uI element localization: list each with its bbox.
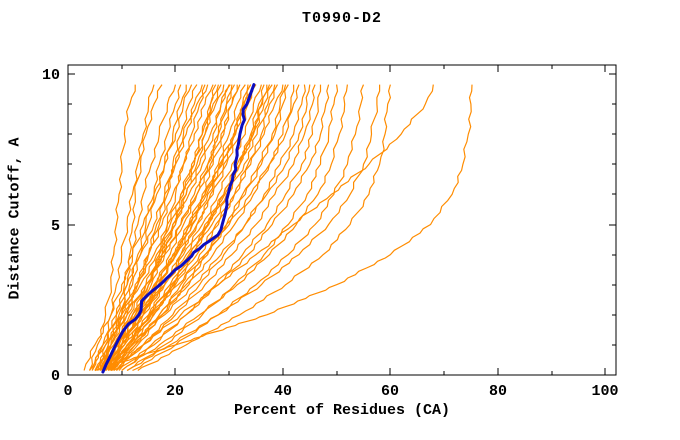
model-curve [137,84,391,371]
model-curve [91,84,155,371]
model-curve [102,84,262,371]
model-curve [126,84,339,372]
model-curve [88,84,136,371]
model-curve [94,84,473,372]
model-curve [116,84,306,371]
model-curve [113,84,316,372]
model-curve [105,84,311,371]
y-tick-label: 0 [51,368,60,385]
model-curve [111,84,276,371]
model-curve [126,84,381,372]
model-curve [99,84,182,371]
x-tick-label: 0 [63,383,72,400]
x-tick-label: 40 [274,383,292,400]
model-curve [121,84,322,371]
model-curve [121,84,348,371]
model-curve [118,84,330,371]
plot-border [67,64,617,376]
model-curve [89,84,225,371]
model-curve [105,84,284,371]
y-tick-label: 5 [51,218,60,235]
model-curve [91,84,209,371]
model-curve [110,84,434,371]
x-tick-label: 80 [489,383,507,400]
model-curve [102,84,236,371]
x-tick-label: 60 [381,383,399,400]
x-tick-label: 100 [591,383,618,400]
model-curve [102,84,300,371]
x-axis-label: Percent of Residues (CA) [233,402,451,419]
x-tick-label: 20 [166,383,184,400]
chart-title: T0990-D2 [301,10,382,27]
model-curve [132,84,365,372]
model-curve [97,84,273,371]
model-curve [94,84,231,371]
model-curve [94,84,241,371]
model-curve [113,84,279,371]
y-tick-label: 10 [42,67,60,84]
model-curve [83,84,193,371]
highlighted-model-curve [101,83,256,374]
